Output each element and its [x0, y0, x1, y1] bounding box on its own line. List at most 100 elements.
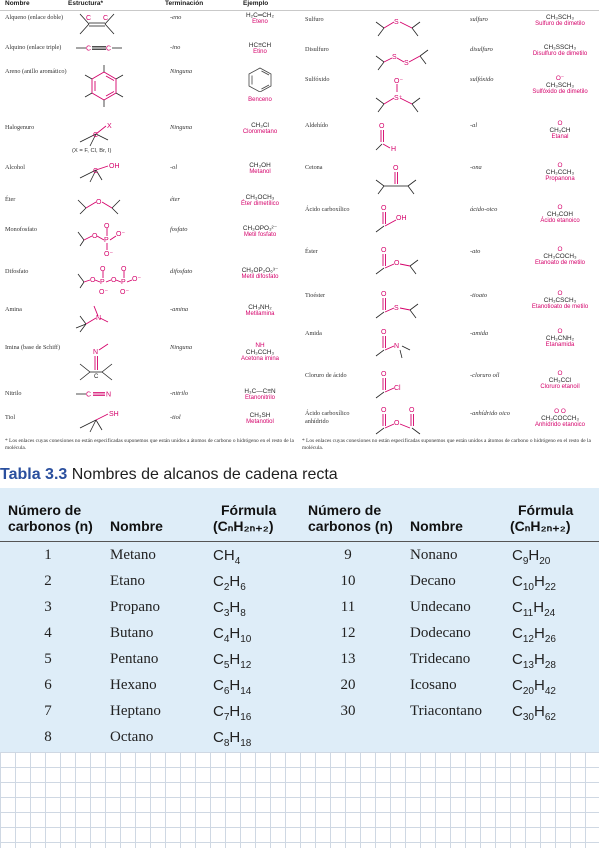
svg-text:N: N — [394, 343, 399, 350]
svg-text:O: O — [381, 329, 387, 336]
table-row: 12 Dodecano C12H26 — [0, 622, 599, 648]
alkane-name: Etano — [110, 573, 145, 589]
alkane-name: Nonano — [410, 547, 458, 563]
fg-example-name: Metil fosfato — [243, 232, 277, 238]
carbon-count: 13 — [340, 651, 356, 667]
carboxylic-acid-structure-icon: O OH — [372, 202, 462, 238]
header-name: Nombre — [110, 518, 163, 534]
fg-example: O CH₃CCH₃ Propanona — [522, 162, 598, 182]
sulfoxide-structure-icon: O⁻ S⁺ — [372, 72, 462, 113]
fg-name: Cetona — [305, 164, 323, 171]
carbon-count: 9 — [344, 547, 352, 563]
fg-example-name: Anhídrido etanoico — [534, 422, 586, 428]
header-text: Número de — [8, 502, 82, 518]
svg-text:C: C — [94, 374, 99, 380]
carbon-count: 20 — [340, 677, 356, 693]
acid-chloride-structure-icon: O Cl — [372, 368, 462, 404]
fg-name: Cloruro de ácido — [305, 372, 347, 379]
fg-example-formula: CH₃SCH₃ — [546, 14, 574, 21]
svg-text:C: C — [106, 46, 111, 53]
molecular-formula: C2H6 — [213, 573, 246, 593]
svg-text:SH: SH — [109, 411, 119, 418]
header-example: Ejemplo — [243, 0, 269, 7]
formula-c: C — [512, 677, 523, 694]
fg-example-formula: CH₃CCH₃ — [545, 169, 575, 176]
svg-text:O: O — [394, 420, 400, 427]
fg-example-formula: CH₃COCH₃ — [543, 253, 577, 260]
formula-c-subscript: 30 — [522, 712, 534, 723]
fg-name: Aldehído — [305, 122, 329, 129]
fg-example-formula: CH₃OCH₃ — [245, 194, 275, 201]
svg-text:H: H — [391, 146, 396, 153]
fg-example-name: Etanonitrilo — [244, 395, 276, 401]
alkane-name: Triacontano — [410, 703, 482, 719]
formula-h: H — [533, 573, 545, 590]
fg-name: Tioéster — [305, 292, 326, 299]
formula-c: C — [213, 625, 224, 642]
formula-h: H — [229, 677, 241, 694]
formula-h-subscript: 62 — [544, 712, 556, 723]
fg-example: O CH₃CCl Cloruro etanoíl — [522, 370, 598, 390]
fg-name: Amina — [5, 306, 22, 313]
svg-text:S: S — [394, 305, 399, 312]
fg-example: O CH₃CNH₂ Etanamida — [522, 328, 598, 348]
formula-h-subscript: 28 — [544, 660, 556, 671]
header-text: carbonos (n) — [8, 518, 93, 534]
formula-h-subscript: 42 — [544, 686, 556, 697]
formula-h: H — [229, 573, 241, 590]
svg-text:Cl: Cl — [394, 385, 401, 392]
alkane-name: Dodecano — [410, 625, 471, 641]
fg-example-formula: CH₃NH₂ — [248, 304, 272, 311]
alkane-name: Undecano — [410, 599, 471, 615]
svg-text:N: N — [93, 349, 98, 356]
svg-text:C: C — [93, 168, 98, 175]
fg-example-formula: H₂C═CH₂ — [246, 12, 274, 19]
carbon-count: 10 — [340, 573, 356, 589]
alkane-name: Heptano — [110, 703, 161, 719]
table-row: 13 Tridecano C13H28 — [0, 648, 599, 674]
molecular-formula: C11H24 — [512, 599, 555, 619]
fg-example-name: Etino — [253, 49, 267, 55]
alkane-name: Icosano — [410, 677, 457, 693]
fg-example-formula: CH₃COCCH₃ — [541, 415, 579, 422]
formula-h-subscript: 4 — [234, 556, 241, 567]
header-formula-right: Fórmula (CₙH₂ₙ₊₂) — [510, 502, 573, 534]
carbon-count: 11 — [340, 599, 356, 615]
fg-example-formula: CH₃SSCH₃ — [543, 44, 577, 51]
alkane-name: Pentano — [110, 651, 159, 667]
svg-text:N: N — [106, 392, 111, 399]
formula-c: C — [213, 547, 224, 564]
svg-text:O⁻: O⁻ — [116, 231, 125, 238]
svg-text:P: P — [121, 279, 126, 286]
caption-label: Tabla 3.3 — [0, 466, 68, 483]
formula-h-subscript: 16 — [240, 712, 252, 723]
header-name-right: Nombre — [410, 518, 463, 534]
svg-text:O: O — [393, 165, 399, 172]
formula-h-subscript: 6 — [240, 582, 246, 593]
fg-example-o: O — [557, 290, 563, 297]
table-row: 6 Hexano C6H14 — [0, 674, 599, 700]
alkane-name: Hexano — [110, 677, 157, 693]
table-row: 30 Triacontano C30H62 — [0, 700, 599, 726]
svg-text:O: O — [381, 371, 387, 378]
fg-example-name: Metanotiol — [246, 419, 274, 425]
formula-h: H — [533, 599, 545, 616]
svg-text:O⁻: O⁻ — [132, 276, 141, 283]
header-carbon-number: Número de carbonos (n) — [8, 502, 93, 534]
alkane-name: Metano — [110, 547, 156, 563]
fg-example: H₂C═CH₂ Eteno — [222, 12, 298, 25]
formula-h-subscript: 8 — [240, 608, 246, 619]
svg-text:S: S — [392, 54, 397, 61]
fg-ending: -anhídrido oico — [470, 410, 510, 417]
fg-example-name: Acetona imina — [240, 356, 280, 362]
carbon-count: 7 — [44, 703, 52, 719]
fg-example-name: Propanona — [545, 176, 575, 182]
fg-example: CH₃OH Metanol — [222, 162, 298, 175]
formula-c-subscript: 11 — [522, 608, 534, 619]
fg-name: Alqueno (enlace doble) — [5, 14, 64, 21]
